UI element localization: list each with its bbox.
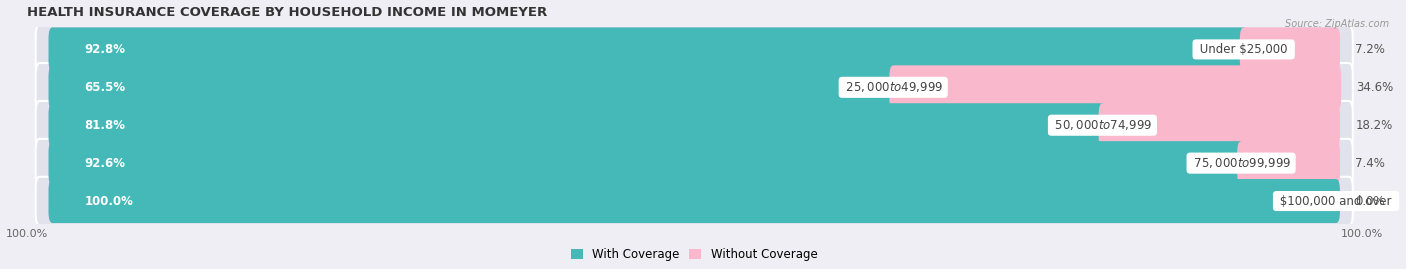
FancyBboxPatch shape xyxy=(48,65,897,109)
FancyBboxPatch shape xyxy=(48,27,1247,71)
FancyBboxPatch shape xyxy=(35,177,1353,225)
Text: $50,000 to $74,999: $50,000 to $74,999 xyxy=(1052,118,1153,132)
FancyBboxPatch shape xyxy=(35,139,1353,187)
FancyBboxPatch shape xyxy=(48,141,1244,185)
FancyBboxPatch shape xyxy=(48,103,1107,147)
Text: 100.0%: 100.0% xyxy=(84,194,134,208)
FancyBboxPatch shape xyxy=(1240,27,1340,71)
FancyBboxPatch shape xyxy=(48,179,1340,223)
FancyBboxPatch shape xyxy=(35,63,1353,112)
Text: Source: ZipAtlas.com: Source: ZipAtlas.com xyxy=(1285,19,1389,29)
Text: $75,000 to $99,999: $75,000 to $99,999 xyxy=(1189,156,1292,170)
FancyBboxPatch shape xyxy=(890,65,1341,109)
FancyBboxPatch shape xyxy=(1237,141,1340,185)
FancyBboxPatch shape xyxy=(35,25,1353,74)
Text: 7.2%: 7.2% xyxy=(1355,43,1385,56)
Text: 34.6%: 34.6% xyxy=(1357,81,1393,94)
FancyBboxPatch shape xyxy=(1098,103,1340,147)
Text: $25,000 to $49,999: $25,000 to $49,999 xyxy=(842,80,945,94)
Text: Under $25,000: Under $25,000 xyxy=(1197,43,1291,56)
Text: 65.5%: 65.5% xyxy=(84,81,125,94)
Text: 7.4%: 7.4% xyxy=(1355,157,1385,170)
Text: 81.8%: 81.8% xyxy=(84,119,125,132)
Text: 18.2%: 18.2% xyxy=(1355,119,1392,132)
Text: 0.0%: 0.0% xyxy=(1355,194,1385,208)
Legend: With Coverage, Without Coverage: With Coverage, Without Coverage xyxy=(571,248,817,261)
Text: $100,000 and over: $100,000 and over xyxy=(1277,194,1396,208)
Text: 92.6%: 92.6% xyxy=(84,157,125,170)
Text: HEALTH INSURANCE COVERAGE BY HOUSEHOLD INCOME IN MOMEYER: HEALTH INSURANCE COVERAGE BY HOUSEHOLD I… xyxy=(27,6,547,19)
Text: 92.8%: 92.8% xyxy=(84,43,125,56)
FancyBboxPatch shape xyxy=(35,101,1353,150)
